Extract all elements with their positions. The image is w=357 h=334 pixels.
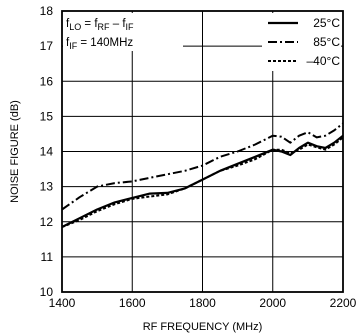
legend: 25°C 85°C –40°C <box>262 13 341 71</box>
x-tick-label: 2000 <box>259 296 286 310</box>
y-tick-label: 15 <box>40 109 54 123</box>
annotation-if-frequency: fIF = 140MHz <box>66 37 133 51</box>
y-tick-label: 13 <box>40 180 54 194</box>
plot-frame <box>61 10 344 293</box>
y-tick-label: 17 <box>40 39 54 53</box>
x-tick-label: 1400 <box>49 296 76 310</box>
legend-label-0: 25°C <box>313 16 340 30</box>
series-line-2 <box>61 136 344 228</box>
annotation-frequency-relation: fLO = fRF – fIF <box>66 18 134 32</box>
x-tick-label: 2200 <box>330 296 357 310</box>
legend-label-1: 85°C <box>313 35 340 49</box>
y-tick-label: 16 <box>40 74 54 88</box>
series-line-1 <box>61 122 344 211</box>
y-tick-label: 11 <box>41 250 54 264</box>
y-tick-label: 18 <box>40 4 54 18</box>
x-tick-label: 1600 <box>119 296 146 310</box>
y-tick-label: 12 <box>40 215 54 229</box>
y-axis-label: NOISE FIGURE (dB) <box>9 100 21 203</box>
y-tick-label: 10 <box>40 285 54 299</box>
series-lines <box>61 122 344 228</box>
x-tick-label: 1800 <box>189 296 216 310</box>
y-tick-label: 14 <box>40 145 54 159</box>
annotation-background <box>63 13 183 51</box>
series-line-0 <box>61 134 344 228</box>
tick-labels: 1400 1600 1800 2000 2200 10 11 12 13 14 15 16 17 18 <box>40 4 357 310</box>
annotation-box: fLO = fRF – fIF fIF = 140MHz <box>63 13 183 51</box>
legend-label-2: –40°C <box>307 54 341 68</box>
x-axis-label: RF FREQUENCY (MHz) <box>143 321 263 333</box>
